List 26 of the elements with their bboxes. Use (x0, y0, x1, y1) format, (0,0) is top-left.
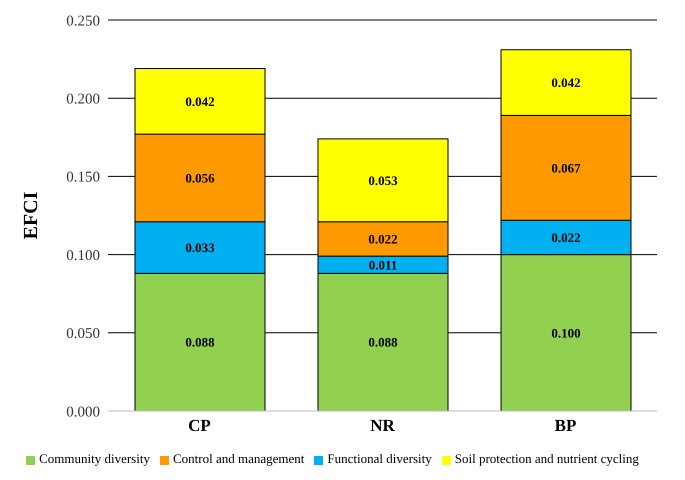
legend-label: Soil protection and nutrient cycling (454, 451, 639, 466)
y-tick-label: 0.250 (66, 13, 100, 30)
x-tick-label: BP (554, 416, 576, 436)
data-label: 0.022 (551, 230, 581, 245)
data-label: 0.067 (551, 160, 582, 176)
x-tick-label: NR (370, 416, 396, 436)
data-label: 0.053 (368, 172, 398, 188)
legend-label: Control and management (172, 451, 304, 466)
data-label: 0.042 (185, 94, 215, 109)
data-label: 0.088 (185, 334, 216, 350)
data-label: 0.088 (368, 334, 398, 350)
data-label: 0.056 (185, 170, 216, 186)
x-tick-label: CP (188, 416, 211, 436)
y-axis-title: EFCI (20, 191, 42, 240)
data-label: 0.033 (185, 240, 216, 256)
data-label: 0.100 (551, 325, 581, 340)
data-label: 0.042 (551, 75, 581, 90)
data-label: 0.022 (368, 231, 398, 246)
y-tick-label: 0.150 (66, 170, 100, 186)
y-tick-label: 0.050 (66, 326, 100, 342)
legend-label: Community diversity (39, 451, 150, 466)
y-tick-label: 0.200 (66, 92, 100, 108)
legend-label: Functional diversity (327, 451, 432, 466)
y-tick-label: 0.100 (66, 248, 100, 264)
y-tick-label: 0.000 (66, 404, 100, 420)
data-label: 0.011 (368, 257, 398, 272)
